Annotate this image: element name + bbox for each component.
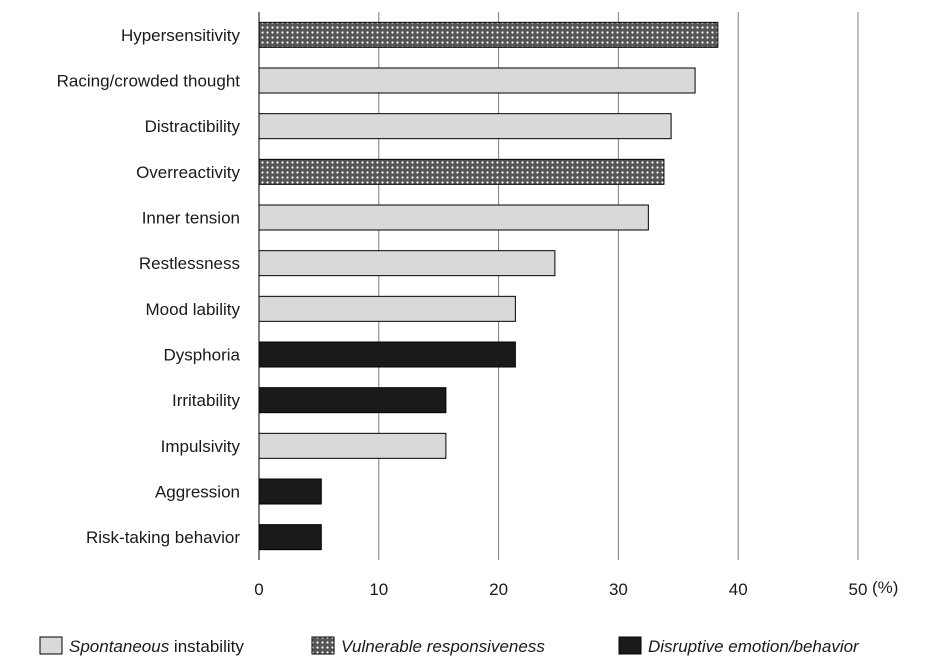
category-label: Hypersensitivity <box>121 26 241 45</box>
x-tick-label: 50 <box>849 580 868 599</box>
bar-spontaneous <box>258 204 649 231</box>
bar-spontaneous <box>258 432 447 459</box>
category-label: Dysphoria <box>163 346 240 365</box>
legend-swatch-spontaneous <box>39 636 63 655</box>
legend: Spontaneous instability Vulnerable respon… <box>39 636 860 656</box>
category-label: Mood lability <box>146 300 241 319</box>
category-labels: Hypersensitivity Racing/crowded thought Di… <box>57 26 241 547</box>
bar-vulnerable <box>258 21 719 48</box>
legend-label-spontaneous: Spontaneous instability <box>69 637 244 656</box>
bar-spontaneous <box>258 67 696 94</box>
category-label: Overreactivity <box>136 163 240 182</box>
gridlines <box>258 12 859 560</box>
legend-swatch-vulnerable <box>311 636 335 655</box>
bar-disruptive <box>258 524 322 551</box>
bar-disruptive <box>258 478 322 505</box>
category-label: Inner tension <box>142 209 240 228</box>
legend-swatch-disruptive <box>618 636 642 655</box>
category-label: Restlessness <box>139 254 240 273</box>
category-label: Racing/crowded thought <box>57 72 241 91</box>
legend-label-disruptive: Disruptive emotion/behavior <box>648 637 860 656</box>
x-tick-label: 30 <box>609 580 628 599</box>
category-label: Impulsivity <box>161 437 241 456</box>
bar-spontaneous <box>258 295 516 322</box>
category-label: Risk-taking behavior <box>86 528 240 547</box>
bar-spontaneous <box>258 250 556 277</box>
x-tick-label: 10 <box>369 580 388 599</box>
x-tick-label: 20 <box>489 580 508 599</box>
x-axis-tick-labels: 0 10 20 30 40 50 <box>254 580 867 599</box>
bar-disruptive <box>258 387 447 414</box>
legend-label-vulnerable: Vulnerable responsiveness <box>341 637 545 656</box>
bar-spontaneous <box>258 113 672 140</box>
category-label: Irritability <box>172 391 241 410</box>
bar-vulnerable <box>258 158 665 185</box>
bar-disruptive <box>258 341 516 368</box>
x-axis-unit-label: (%) <box>872 578 898 597</box>
category-label: Distractibility <box>145 117 241 136</box>
category-label: Aggression <box>155 483 240 502</box>
x-tick-label: 40 <box>729 580 748 599</box>
x-tick-label: 0 <box>254 580 263 599</box>
bars <box>258 21 719 551</box>
